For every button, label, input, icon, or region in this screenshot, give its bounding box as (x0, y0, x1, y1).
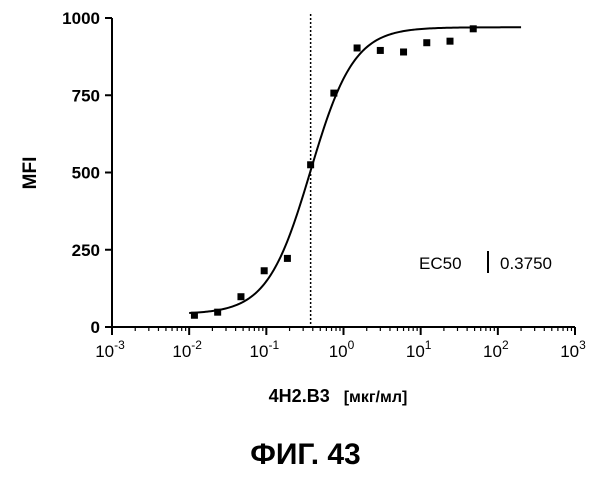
data-point (377, 47, 384, 54)
data-point (354, 44, 361, 51)
axes (105, 18, 575, 335)
x-axis-label: 4H2.B3[мкг/мл] (269, 386, 408, 406)
data-point (307, 161, 314, 168)
data-point (400, 48, 407, 55)
data-point (330, 90, 337, 97)
x-tick-label: 103 (560, 338, 586, 361)
x-tick-label: 101 (406, 338, 432, 361)
data-points (191, 25, 477, 318)
data-point (237, 293, 244, 300)
x-tick-label: 10-3 (95, 338, 125, 361)
ec50-annotation-label: EC50 (419, 254, 462, 273)
x-tick-label: 10-2 (172, 338, 202, 361)
y-tick-label: 0 (91, 318, 100, 337)
y-axis-label: MFI (20, 157, 41, 190)
data-point (191, 312, 198, 319)
fit-curve (189, 27, 521, 313)
data-point (261, 267, 268, 274)
ec50-annotation-value: 0.3750 (500, 254, 552, 273)
figure-label: ФИГ. 43 (0, 438, 611, 472)
data-point (470, 25, 477, 32)
x-tick-label: 10-1 (250, 338, 280, 361)
x-tick-label: 100 (329, 338, 355, 361)
y-tick-label: 500 (72, 164, 100, 183)
data-point (214, 309, 221, 316)
axis-labels: 0 250 500 750 1000 10-3 10-2 10-1 100 101 102 103 EC… (20, 9, 586, 406)
y-tick-label: 1000 (62, 9, 100, 28)
data-point (423, 39, 430, 46)
y-tick-label: 750 (72, 86, 100, 105)
data-point (447, 38, 454, 45)
y-tick-label: 250 (72, 241, 100, 260)
fit-curve-group (189, 14, 521, 327)
data-point (284, 255, 291, 262)
dose-response-chart: 0 250 500 750 1000 10-3 10-2 10-1 100 101 102 103 EC… (0, 0, 611, 430)
x-tick-label: 102 (483, 338, 509, 361)
